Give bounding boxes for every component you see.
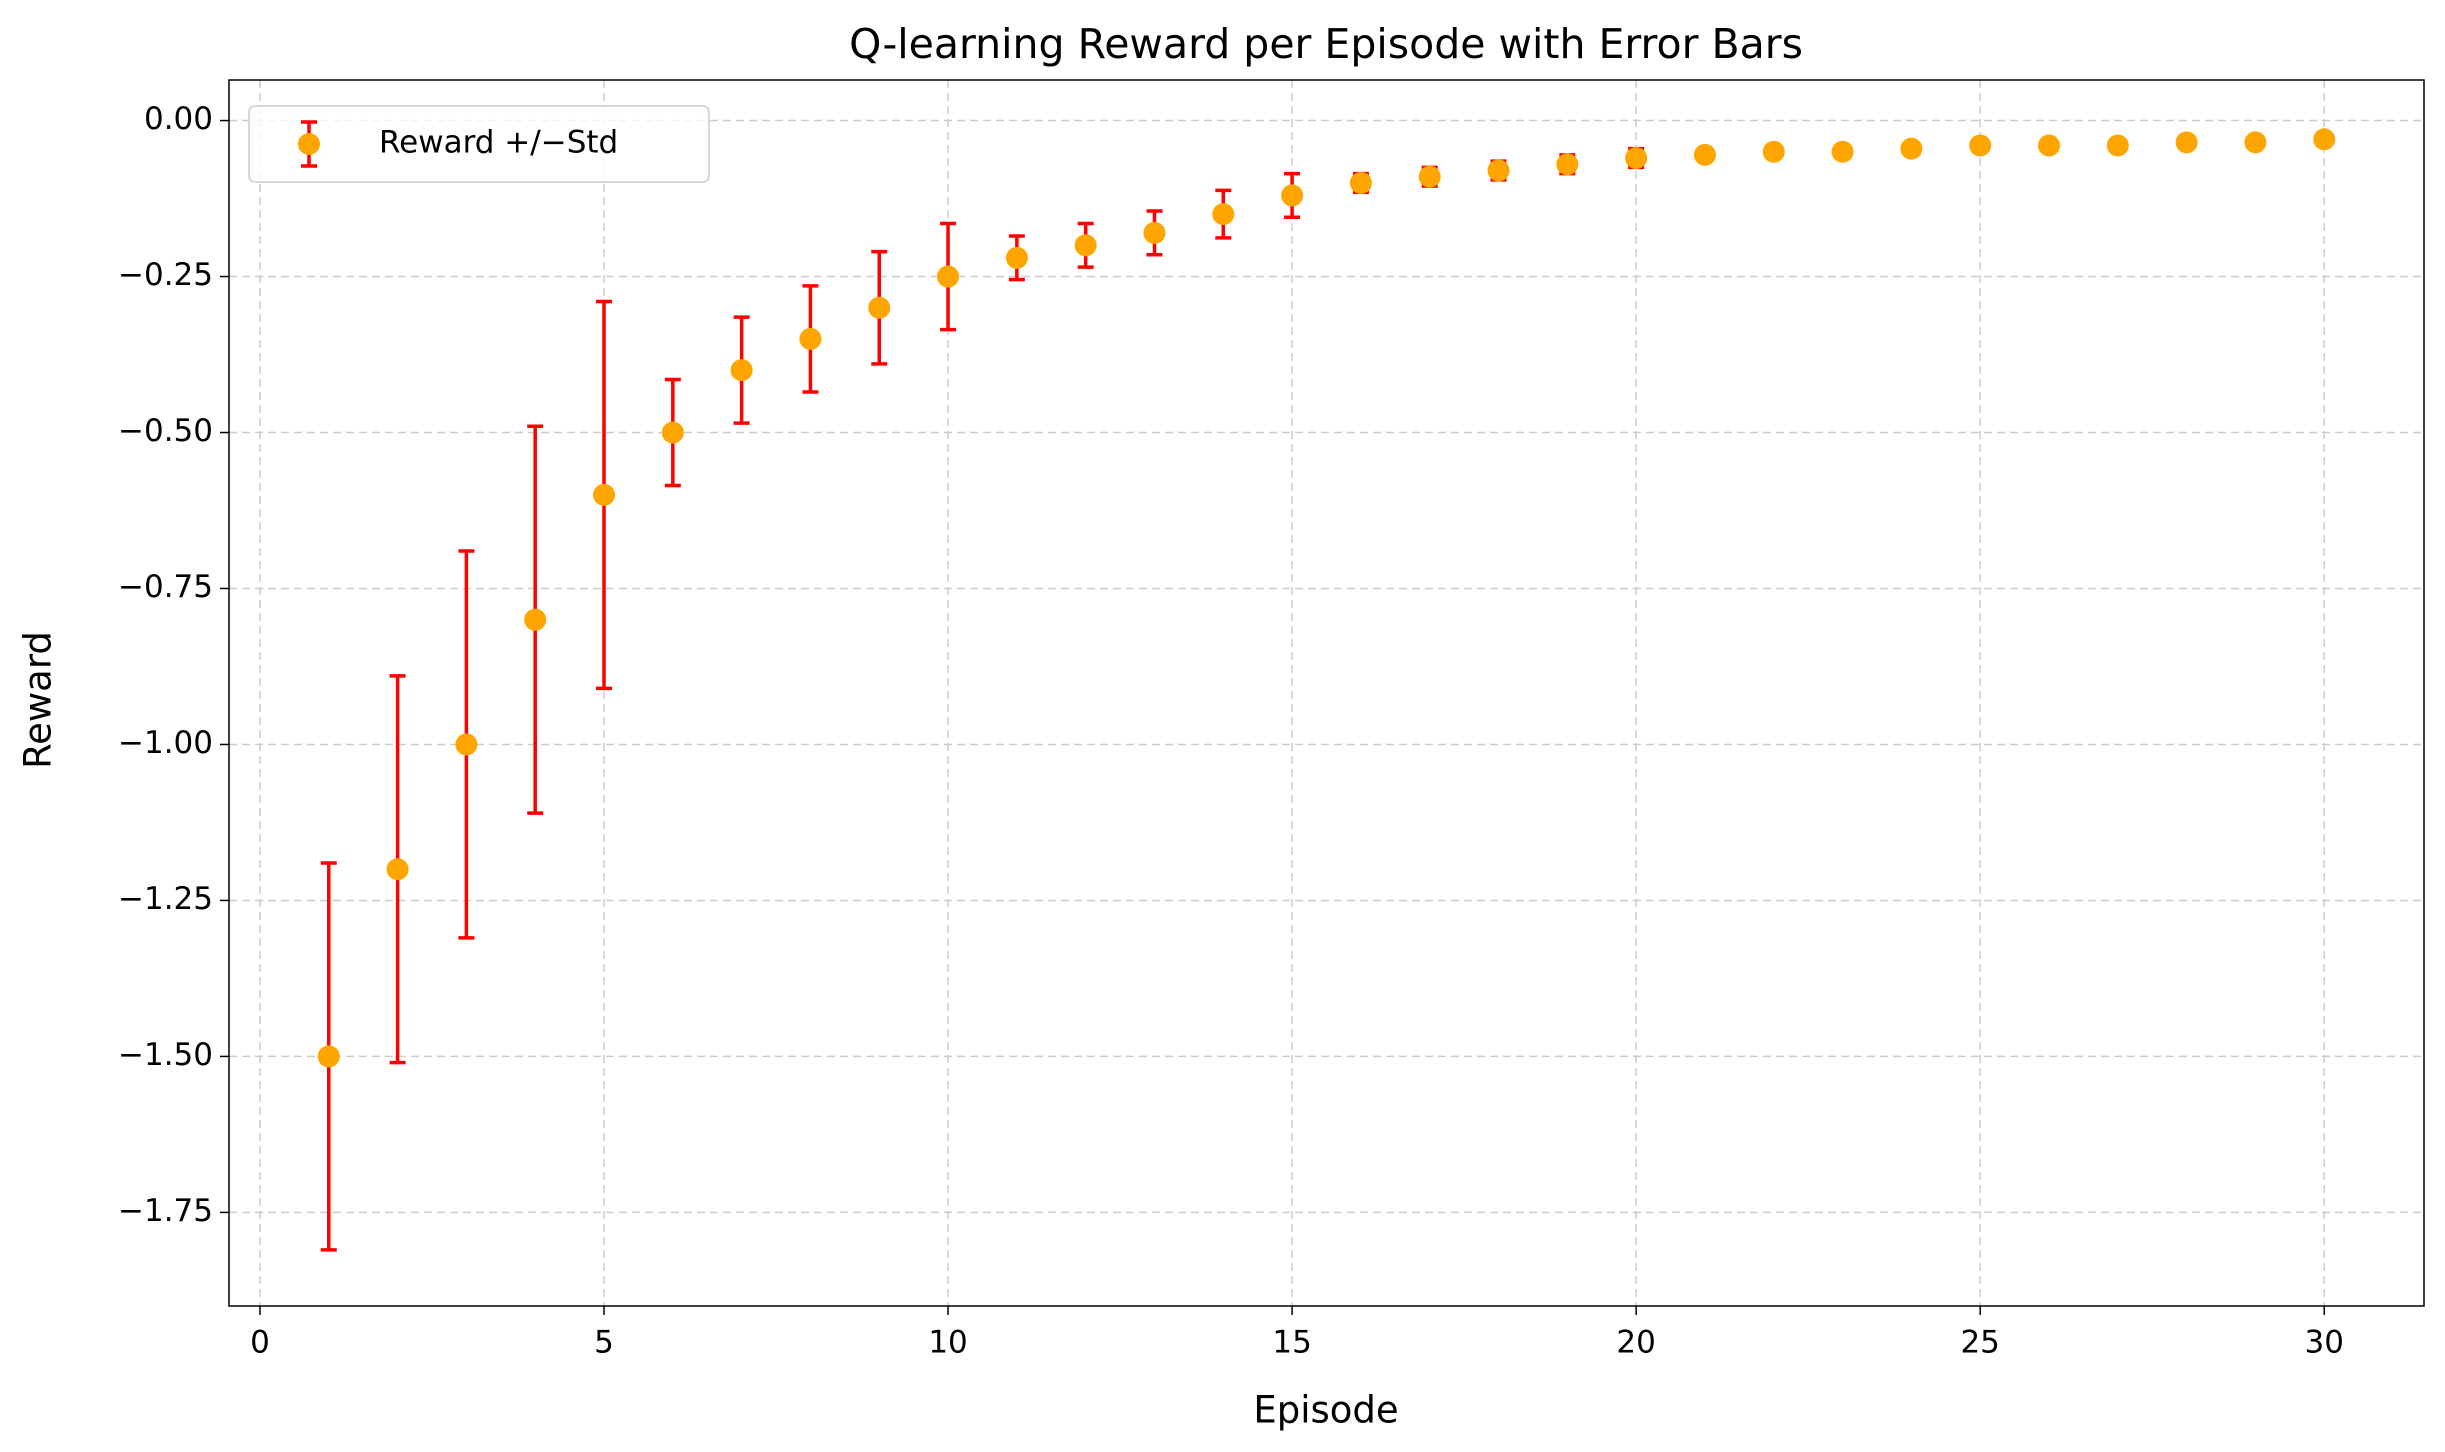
y-tick-label: −1.00 xyxy=(118,725,213,761)
data-point xyxy=(1556,153,1579,176)
x-tick-label: 5 xyxy=(594,1325,614,1361)
chart-title: Q-learning Reward per Episode with Error… xyxy=(849,20,1803,68)
data-point xyxy=(1074,234,1097,257)
data-point xyxy=(386,858,409,881)
data-point xyxy=(1831,140,1854,163)
data-point xyxy=(1900,137,1923,160)
y-tick-label: −0.75 xyxy=(118,569,213,605)
data-point xyxy=(1625,146,1648,169)
data-point xyxy=(1762,140,1785,163)
y-tick-label: −0.25 xyxy=(118,257,213,293)
data-point xyxy=(1349,171,1372,194)
data-point xyxy=(593,483,616,506)
data-point xyxy=(1005,246,1028,269)
data-point xyxy=(2106,134,2129,157)
legend-marker xyxy=(298,133,320,155)
data-point xyxy=(1418,165,1441,188)
x-tick-label: 25 xyxy=(1960,1325,1999,1361)
data-point xyxy=(1143,221,1166,244)
data-point xyxy=(1969,134,1992,157)
data-point xyxy=(730,359,753,382)
y-tick-label: −1.25 xyxy=(118,881,213,917)
data-point xyxy=(661,421,684,444)
data-point xyxy=(1281,184,1304,207)
data-point xyxy=(1693,143,1716,166)
legend-box xyxy=(248,105,710,183)
legend-label: Reward +/−Std xyxy=(379,125,618,161)
data-point xyxy=(1487,159,1510,182)
data-point xyxy=(2313,128,2336,151)
x-tick-label: 15 xyxy=(1272,1325,1311,1361)
data-point xyxy=(799,327,822,350)
y-tick-label: −1.50 xyxy=(118,1037,213,1073)
data-point xyxy=(1212,203,1235,226)
legend: Reward +/−Std xyxy=(248,105,710,183)
data-point xyxy=(2244,131,2267,154)
x-tick-label: 0 xyxy=(250,1325,270,1361)
y-tick-label: −0.50 xyxy=(118,413,213,449)
plot-frame xyxy=(228,79,2425,1307)
y-axis-label: Reward xyxy=(17,631,60,769)
data-point xyxy=(2037,134,2060,157)
y-tick-label: 0.00 xyxy=(144,101,213,137)
x-tick-label: 20 xyxy=(1616,1325,1655,1361)
x-axis-label: Episode xyxy=(1253,1389,1398,1432)
x-tick-label: 30 xyxy=(2305,1325,2344,1361)
data-point xyxy=(455,733,478,756)
data-point xyxy=(937,265,960,288)
data-point xyxy=(868,296,891,319)
y-tick-label: −1.75 xyxy=(118,1193,213,1229)
data-point xyxy=(524,608,547,631)
data-point xyxy=(317,1045,340,1068)
x-tick-label: 10 xyxy=(928,1325,967,1361)
data-point xyxy=(2175,131,2198,154)
